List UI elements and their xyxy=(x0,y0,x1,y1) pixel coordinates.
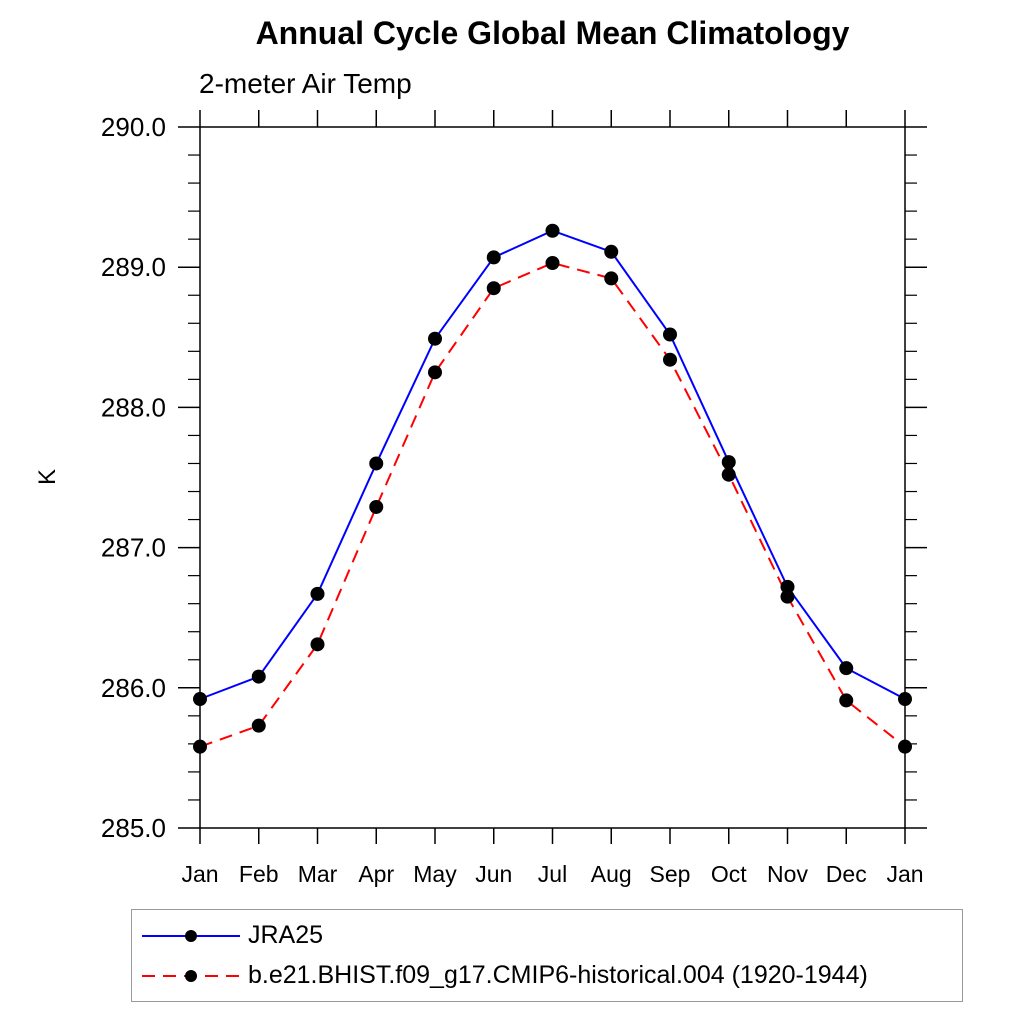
y-tick-label: 285.0 xyxy=(101,813,166,843)
data-point-series-0 xyxy=(251,669,266,684)
data-point-series-0 xyxy=(193,692,207,707)
data-point-series-0 xyxy=(310,586,325,601)
data-point-series-1 xyxy=(428,365,442,380)
data-point-series-0 xyxy=(839,661,854,676)
x-tick-label: Dec xyxy=(826,861,867,887)
series-line-1 xyxy=(199,261,906,748)
series-line-0 xyxy=(199,229,906,700)
data-point-series-1 xyxy=(486,281,501,296)
data-point-series-1 xyxy=(898,739,912,754)
legend-marker-icon xyxy=(185,969,197,982)
data-point-series-1 xyxy=(251,718,266,733)
data-point-series-1 xyxy=(369,499,384,514)
x-tick-label: Apr xyxy=(358,861,394,887)
data-point-series-0 xyxy=(428,331,442,346)
data-point-series-0 xyxy=(486,250,501,265)
chart-subtitle: 2-meter Air Temp xyxy=(199,68,412,99)
data-point-series-0 xyxy=(721,455,736,470)
data-point-series-0 xyxy=(663,327,677,342)
data-point-series-0 xyxy=(780,579,795,594)
x-tick-label: Jun xyxy=(475,861,512,887)
data-point-series-1 xyxy=(193,739,207,754)
chart-title: Annual Cycle Global Mean Climatology xyxy=(255,15,850,51)
y-tick-label: 290.0 xyxy=(101,112,166,142)
x-tick-label: Sep xyxy=(650,861,691,887)
y-tick-label: 288.0 xyxy=(101,392,166,422)
legend-label-jra25: JRA25 xyxy=(248,921,324,949)
x-tick-label: Nov xyxy=(767,861,808,887)
legend-label-cmip6: b.e21.BHIST.f09_g17.CMIP6-historical.004… xyxy=(248,961,868,989)
x-tick-label: Jan xyxy=(886,861,923,887)
x-tick-label: Jan xyxy=(181,861,218,887)
x-tick-label: May xyxy=(413,861,457,887)
x-tick-label: Oct xyxy=(711,861,747,887)
data-point-series-1 xyxy=(604,271,619,286)
legend-item-jra25: JRA25 xyxy=(132,916,962,956)
data-point-series-1 xyxy=(839,693,854,708)
x-tick-label: Feb xyxy=(239,861,279,887)
data-point-series-0 xyxy=(545,223,560,238)
data-point-series-1 xyxy=(721,467,736,482)
data-point-series-0 xyxy=(604,244,619,259)
data-point-series-1 xyxy=(545,255,560,270)
y-tick-label: 287.0 xyxy=(101,533,166,563)
data-point-series-1 xyxy=(310,637,325,652)
y-tick-label: 286.0 xyxy=(101,673,166,703)
legend-marker-icon xyxy=(185,929,197,942)
legend-box: JRA25 b.e21.BHIST.f09_g17.CMIP6-historic… xyxy=(131,909,963,1002)
data-point-series-1 xyxy=(663,352,677,367)
x-tick-label: Aug xyxy=(591,861,632,887)
data-point-series-0 xyxy=(369,456,384,471)
data-point-series-1 xyxy=(780,589,795,604)
x-tick-label: Jul xyxy=(538,861,567,887)
legend-item-cmip6: b.e21.BHIST.f09_g17.CMIP6-historical.004… xyxy=(132,956,962,996)
y-tick-label: 289.0 xyxy=(101,252,166,282)
data-point-series-0 xyxy=(898,692,912,707)
legend-line-sample-solid xyxy=(142,929,240,942)
legend-line-sample-dashed xyxy=(142,969,240,982)
x-tick-label: Mar xyxy=(298,861,338,887)
